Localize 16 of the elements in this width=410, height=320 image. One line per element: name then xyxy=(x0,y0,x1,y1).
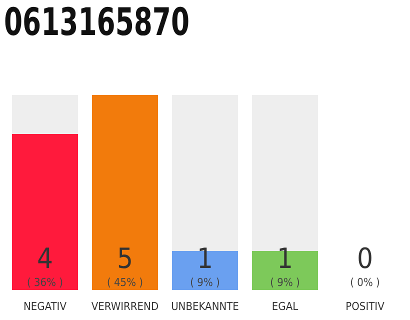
x-tick-label: VERWIRREND xyxy=(91,300,159,313)
data-label: ( 9% ) xyxy=(270,276,300,289)
annotation: 1 xyxy=(276,242,294,275)
annotation: 4 xyxy=(36,242,54,275)
chart-title: 0613165870 xyxy=(4,0,190,44)
x-tick-label: POSITIV xyxy=(346,300,385,313)
data-label: ( 45% ) xyxy=(106,276,144,289)
annotation: 1 xyxy=(196,242,214,275)
annotation: 0 xyxy=(356,242,374,275)
data-label: ( 0% ) xyxy=(350,276,380,289)
x-tick-label: NEGATIV xyxy=(24,300,67,313)
data-label: ( 9% ) xyxy=(190,276,220,289)
x-tick-label: UNBEKANNTE xyxy=(171,300,239,313)
annotation: 5 xyxy=(116,242,134,275)
x-tick-label: EGAL xyxy=(272,300,299,313)
data-label: ( 36% ) xyxy=(26,276,64,289)
